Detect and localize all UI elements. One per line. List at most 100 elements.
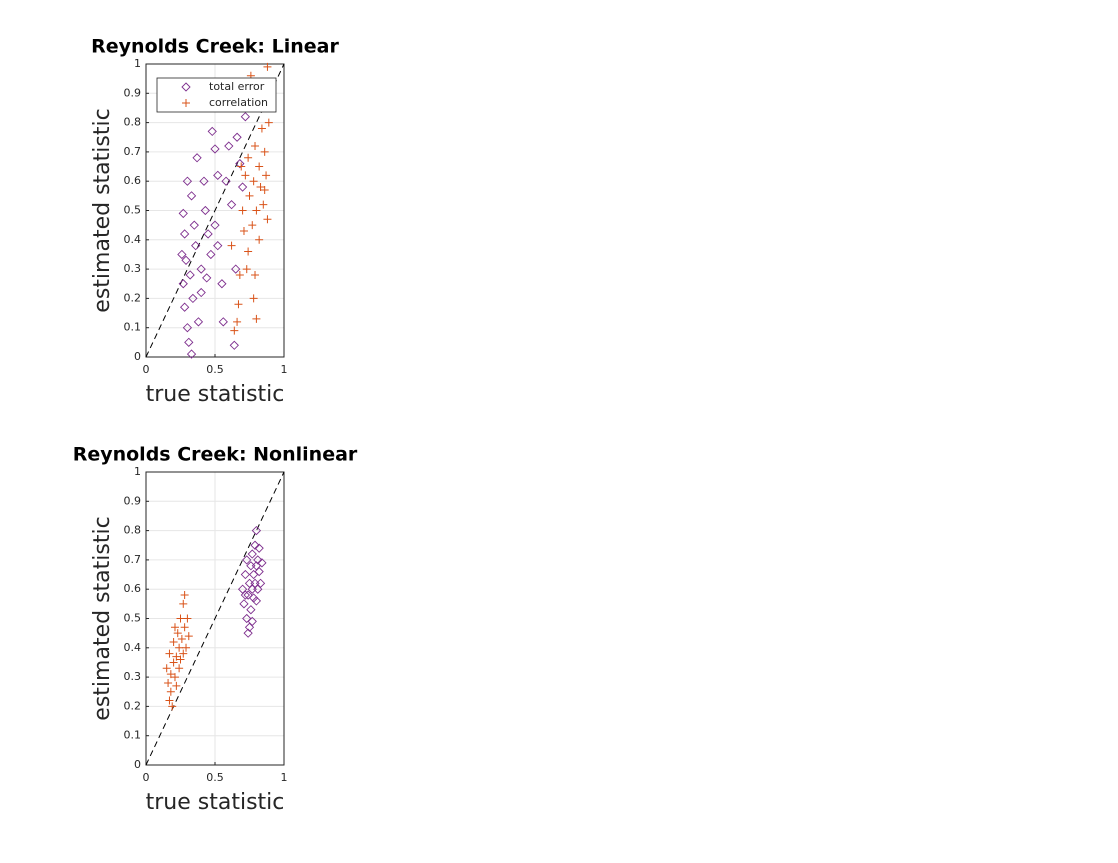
diamond-marker xyxy=(247,616,257,627)
plus-marker xyxy=(264,118,273,127)
identity-line xyxy=(145,471,285,766)
diamond-marker xyxy=(177,249,187,260)
plus-marker xyxy=(169,658,178,667)
legend-label: total error xyxy=(209,80,265,93)
plus-marker xyxy=(166,670,175,679)
diamond-marker xyxy=(206,249,216,260)
diamond-marker xyxy=(188,293,198,304)
plus-marker xyxy=(262,171,271,180)
y-axis-label: estimated statistic xyxy=(90,108,115,312)
diamond-marker xyxy=(255,578,266,588)
y-tick-label: 1 xyxy=(134,465,141,478)
plus-marker xyxy=(172,652,181,661)
plus-marker xyxy=(263,62,272,71)
diamond-marker xyxy=(192,153,202,163)
chart-title: Reynolds Creek: Nonlinear xyxy=(73,444,358,466)
diamond-marker xyxy=(184,337,194,347)
x-axis-label: true statistic xyxy=(146,790,285,815)
diamond-marker xyxy=(178,279,188,289)
y-axis-label: estimated statistic xyxy=(90,516,115,720)
diamond-marker xyxy=(251,525,262,536)
diamond-marker xyxy=(253,555,263,565)
plus-marker xyxy=(252,206,261,215)
plus-marker xyxy=(234,300,243,309)
plus-marker xyxy=(182,99,190,107)
diamond-marker xyxy=(217,279,227,289)
x-tick-label: 0 xyxy=(143,771,150,784)
diamond-marker xyxy=(242,613,252,624)
diamond-marker xyxy=(189,220,199,230)
y-tick-label: 0.1 xyxy=(124,321,142,334)
y-tick-label: 0.7 xyxy=(124,553,142,566)
y-tick-label: 0.4 xyxy=(124,641,142,654)
plus-marker xyxy=(248,221,257,230)
plus-marker xyxy=(245,191,254,200)
diamond-marker xyxy=(180,302,190,312)
plus-marker xyxy=(257,124,266,133)
plus-marker xyxy=(242,265,251,274)
plus-marker xyxy=(239,227,248,236)
diamond-marker xyxy=(246,605,256,615)
diamond-marker xyxy=(218,317,228,327)
y-tick-label: 0.1 xyxy=(124,729,142,742)
plus-marker xyxy=(260,185,269,194)
y-tick-label: 0.3 xyxy=(124,262,142,275)
diamond-marker xyxy=(257,558,267,568)
diamond-marker xyxy=(191,241,201,251)
diamond-marker xyxy=(178,208,188,219)
plus-marker xyxy=(177,635,186,644)
diamond-marker xyxy=(224,141,234,151)
diamond-marker xyxy=(232,132,242,142)
chart-title: Reynolds Creek: Linear xyxy=(91,36,339,58)
diamond-marker xyxy=(250,540,260,550)
diamond-marker xyxy=(243,628,253,638)
plus-marker xyxy=(179,599,188,608)
plus-marker xyxy=(237,162,246,171)
diamond-marker xyxy=(242,555,252,565)
plus-marker xyxy=(263,215,272,224)
plus-marker xyxy=(244,153,253,162)
plus-marker xyxy=(162,664,171,673)
diamond-marker xyxy=(193,317,204,327)
diamond-marker xyxy=(254,566,264,577)
diamond-marker xyxy=(181,82,191,92)
identity-line xyxy=(145,63,285,358)
diamond-marker xyxy=(237,182,248,192)
y-tick-label: 0 xyxy=(134,350,141,363)
diamond-marker xyxy=(240,112,250,122)
x-tick-label: 0.5 xyxy=(206,363,224,376)
diamond-marker xyxy=(180,229,190,239)
y-tick-label: 0.5 xyxy=(124,612,142,625)
plus-marker xyxy=(251,270,260,279)
x-tick-label: 0 xyxy=(143,363,150,376)
diamond-marker xyxy=(247,549,257,559)
plus-marker xyxy=(235,270,244,279)
y-tick-label: 0.2 xyxy=(124,291,142,304)
x-tick-label: 0.5 xyxy=(206,771,224,784)
diamond-marker xyxy=(213,241,223,251)
plus-marker xyxy=(230,326,239,335)
x-tick-label: 1 xyxy=(281,771,288,784)
plus-marker xyxy=(170,623,179,632)
diamond-marker xyxy=(182,323,193,333)
plus-marker xyxy=(175,643,184,652)
plus-marker xyxy=(183,614,192,623)
plus-marker xyxy=(260,147,269,156)
y-tick-label: 1 xyxy=(134,57,141,70)
plus-marker xyxy=(176,614,185,623)
axes-box xyxy=(145,471,285,766)
diamond-marker xyxy=(226,200,237,210)
diamond-marker xyxy=(181,255,191,265)
y-tick-label: 0.4 xyxy=(124,233,142,246)
plus-marker xyxy=(175,664,184,673)
diamond-marker xyxy=(202,273,212,283)
plus-marker xyxy=(227,241,236,250)
plus-marker xyxy=(164,678,173,687)
plus-marker xyxy=(165,696,174,705)
diamond-marker xyxy=(186,349,197,359)
plus-marker xyxy=(172,681,181,690)
diamond-marker xyxy=(200,205,210,216)
plus-marker xyxy=(180,591,189,600)
